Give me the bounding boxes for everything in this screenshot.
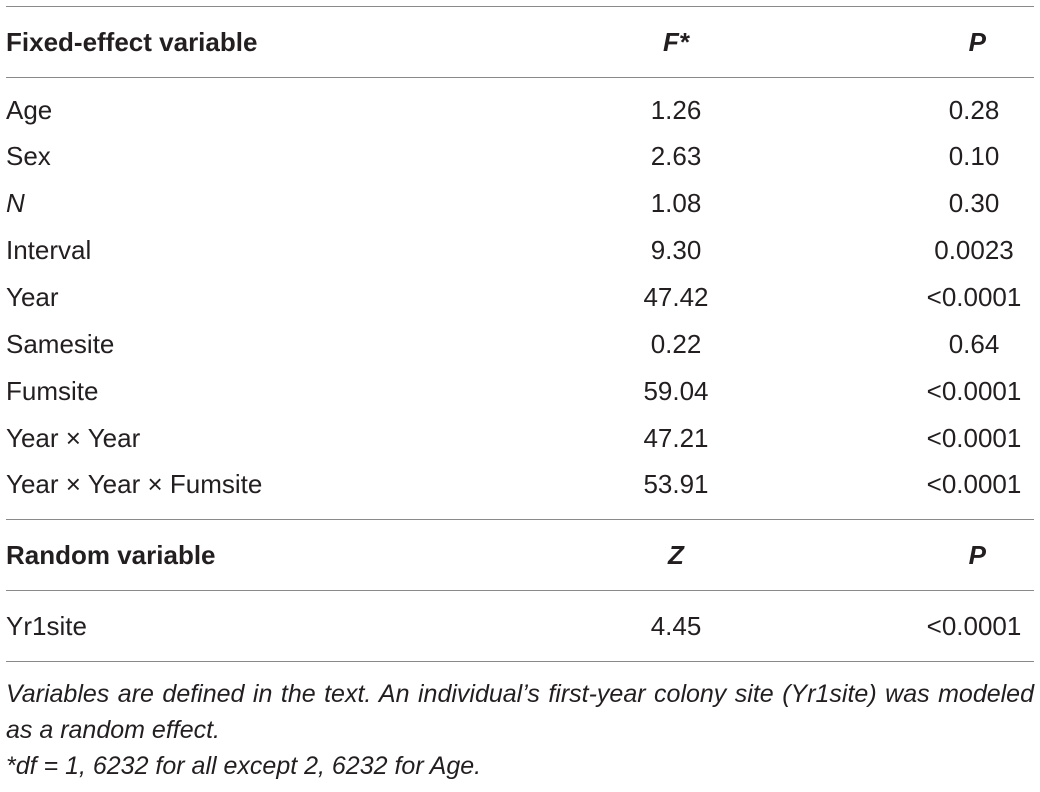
variable-name: Fumsite [6, 376, 99, 406]
variable-name: Year × Year [6, 423, 141, 453]
table-row: N 1.08 0.30 [6, 180, 1034, 227]
z-statistic-header: Z [668, 539, 684, 570]
p-value: <0.0001 [926, 282, 1022, 312]
table-row: Interval 9.30 0.0023 [6, 227, 1034, 274]
random-variable-header-row: Random variable Z P [6, 520, 1034, 591]
table-footnotes: Variables are defined in the text. An in… [6, 676, 1034, 784]
table-row: Year × Year 47.21 <0.0001 [6, 415, 1034, 462]
p-value: 0.64 [948, 329, 1000, 359]
p-value: 0.28 [948, 95, 1000, 125]
f-value: 9.30 [650, 235, 702, 265]
table-row: Sex 2.63 0.10 [6, 133, 1034, 180]
fixed-effect-header-row: Fixed-effect variable F* P [6, 6, 1034, 78]
variable-name: Year × Year × Fumsite [6, 469, 263, 499]
p-value: <0.0001 [926, 610, 1022, 641]
p-value: <0.0001 [926, 423, 1022, 453]
p-value: <0.0001 [926, 376, 1022, 406]
f-value: 59.04 [643, 376, 709, 406]
fixed-effect-variable-header: Fixed-effect variable [6, 26, 258, 57]
table-row: Fumsite 59.04 <0.0001 [6, 368, 1034, 415]
variable-name: Age [6, 95, 53, 125]
table-row: Yr1site 4.45 <0.0001 [6, 591, 1034, 662]
footnote-variables: Variables are defined in the text. An in… [6, 680, 1034, 744]
f-value: 1.26 [650, 95, 702, 125]
z-value: 4.45 [650, 610, 702, 641]
p-value: 0.0023 [934, 235, 1014, 265]
f-value: 1.08 [650, 188, 702, 218]
variable-name: Year [6, 282, 59, 312]
random-variable-header: Random variable [6, 539, 216, 570]
variable-name: Yr1site [6, 610, 87, 641]
table-row: Year × Year × Fumsite 53.91 <0.0001 [6, 462, 1034, 520]
f-value: 53.91 [643, 469, 709, 499]
p-value-header: P [968, 26, 986, 57]
f-value: 2.63 [650, 141, 702, 171]
p-value-header: P [968, 539, 986, 570]
p-value: 0.10 [948, 141, 1000, 171]
f-value: 47.42 [643, 282, 709, 312]
p-value: 0.30 [948, 188, 1000, 218]
f-value: 47.21 [643, 423, 709, 453]
variable-name: Samesite [6, 329, 115, 359]
variable-name: Sex [6, 141, 51, 171]
p-value: <0.0001 [926, 469, 1022, 499]
footnote-df: *df = 1, 6232 for all except 2, 6232 for… [6, 752, 482, 780]
variable-name: N [6, 188, 25, 218]
f-statistic-header: F* [663, 26, 689, 57]
table-row: Age 1.26 0.28 [6, 78, 1034, 134]
f-value: 0.22 [650, 329, 702, 359]
table-row: Year 47.42 <0.0001 [6, 274, 1034, 321]
variable-name: Interval [6, 235, 92, 265]
results-table: Fixed-effect variable F* P Age 1.26 0.28… [6, 6, 1034, 662]
table-row: Samesite 0.22 0.64 [6, 321, 1034, 368]
